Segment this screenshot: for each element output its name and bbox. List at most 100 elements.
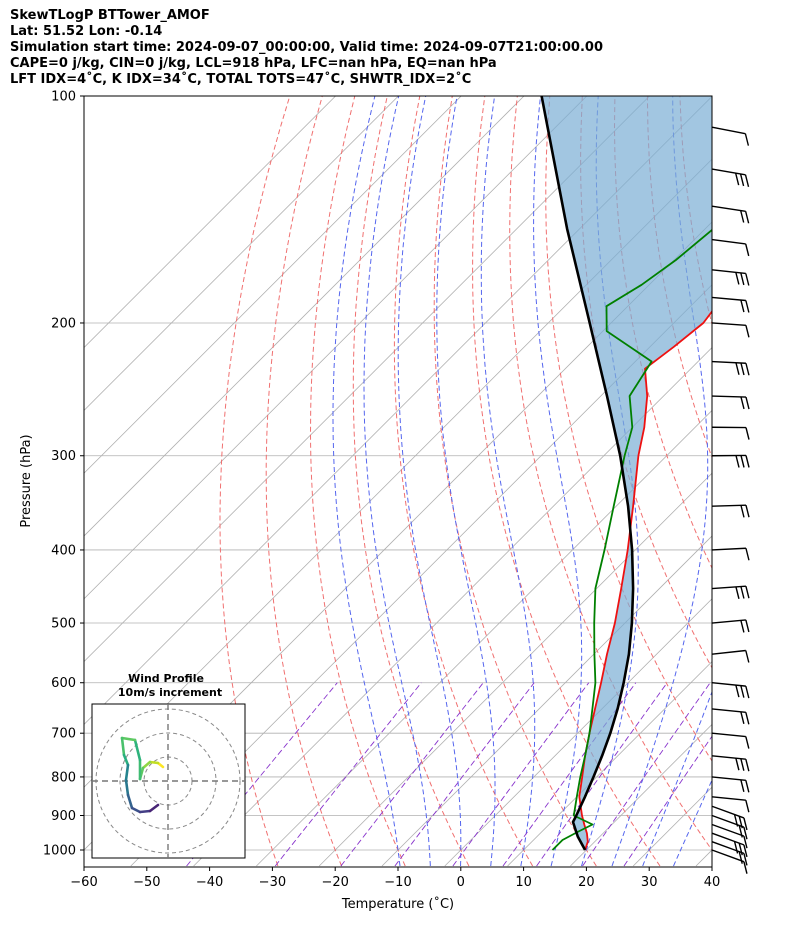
x-axis: −60 −50 −40 −30 −20 −10 0 10 20 30 40 [70, 867, 720, 890]
wind-barb [711, 708, 750, 725]
profile-lines [540, 96, 712, 851]
y-tick-label: 200 [51, 316, 76, 331]
title-line-2: Lat: 51.52 Lon: -0.14 [10, 24, 163, 39]
isotherm-gridline [193, 347, 712, 867]
hodograph-segment [122, 753, 130, 767]
wind-barb [711, 322, 750, 338]
isotherm-gridline [84, 96, 399, 411]
isotherm-gridline [84, 96, 462, 474]
isotherm-gridline [318, 472, 712, 867]
x-tick-label: −60 [70, 875, 97, 890]
hodograph-segment [126, 793, 134, 810]
moist-adiabat [436, 96, 496, 867]
x-tick-label: −30 [259, 875, 286, 890]
title-line-4: CAPE=0 j/kg, CIN=0 j/kg, LCL=918 hPa, LF… [10, 56, 497, 71]
inset-subtitle: 10m/s increment [118, 686, 222, 699]
x-tick-label: 10 [515, 875, 532, 890]
wind-barb [711, 547, 750, 561]
moist-adiabat [642, 690, 712, 867]
moist-adiabat [332, 96, 401, 867]
wind-barb [711, 796, 750, 813]
dry-adiabat [433, 96, 597, 867]
title-line-5: LFT IDX=4˚C, K IDX=34˚C, TOTAL TOTS=47˚C… [10, 72, 472, 87]
hodograph-segment [124, 763, 130, 782]
isotherm-gridline [84, 96, 588, 600]
y-tick-label: 900 [51, 809, 76, 824]
wind-barb [711, 454, 750, 468]
x-tick-label: 20 [578, 875, 595, 890]
mixing-ratio-line [274, 682, 422, 867]
mixing-ratio-line [623, 735, 712, 867]
dry-adiabat [545, 96, 712, 762]
mixing-ratio-line [536, 682, 668, 867]
y-tick-label: 400 [51, 543, 76, 558]
x-tick-label: −50 [133, 875, 160, 890]
shaded-region [541, 96, 712, 850]
wind-barb [711, 849, 748, 874]
wind-barb [711, 238, 750, 257]
wind-barb [711, 732, 750, 749]
hodograph-segment [148, 760, 160, 765]
y-axis: 100 200 300 400 500 600 700 800 900 1000 [43, 90, 84, 859]
dry-adiabat [352, 96, 470, 867]
isotherm-gridline [84, 96, 650, 663]
isotherm-gridline [130, 284, 712, 867]
moist-adiabat [397, 96, 462, 867]
x-tick-label: 30 [641, 875, 658, 890]
chart-title: SkewTLogP BTTower_AMOF Lat: 51.52 Lon: -… [10, 8, 603, 88]
x-axis-label: Temperature (˚C) [341, 896, 454, 912]
moist-adiabat [363, 96, 431, 866]
temperature-line [578, 309, 712, 851]
moist-adiabat [533, 96, 583, 867]
x-tick-label: 40 [704, 875, 721, 890]
isotherm-gridline [84, 96, 336, 349]
wind-barb [711, 814, 748, 840]
y-tick-label: 700 [51, 727, 76, 742]
dry-adiabat [219, 96, 291, 867]
wind-barb [711, 168, 750, 187]
wind-barb [711, 841, 748, 866]
wind-barb [711, 395, 750, 410]
isotherm-gridline [570, 723, 712, 867]
x-tick-label: −10 [384, 875, 411, 890]
mixing-ratio-line [582, 682, 711, 867]
hodograph-segment [148, 803, 160, 813]
dry-adiabat [265, 96, 343, 867]
x-tick-label: −20 [321, 875, 348, 890]
wind-barb [711, 585, 750, 600]
y-tick-label: 600 [51, 676, 76, 691]
moist-adiabat [673, 778, 712, 867]
wind-barb [711, 426, 750, 440]
wind-barb [711, 682, 750, 699]
hodograph-segment [133, 738, 142, 762]
hodograph-segment [120, 736, 137, 742]
x-tick-label: −40 [196, 875, 223, 890]
y-tick-label: 100 [51, 90, 76, 105]
wind-barb [711, 832, 748, 858]
title-line-1: SkewTLogP BTTower_AMOF [10, 8, 210, 23]
dry-adiabat [646, 96, 712, 459]
wind-barb [711, 504, 750, 518]
y-tick-label: 300 [51, 449, 76, 464]
dry-adiabat [711, 96, 712, 98]
hodograph-segment [120, 736, 126, 757]
dry-adiabat [393, 96, 534, 867]
wind-barb [711, 619, 750, 633]
parcel-line [540, 96, 635, 851]
mixing-ratio-line [452, 682, 590, 867]
dry-adiabat [309, 96, 406, 867]
dry-adiabat [777, 96, 794, 866]
mixing-ratio-line [394, 682, 535, 867]
wind-barb [711, 360, 750, 376]
hodograph-segment [130, 806, 142, 814]
x-tick-label: 0 [457, 875, 465, 890]
wind-barb [711, 269, 750, 286]
isotherm-gridline [84, 96, 525, 537]
y-tick-label: 500 [51, 617, 76, 632]
hodograph-segment [138, 809, 152, 814]
wind-barb [711, 776, 750, 793]
y-axis-label: Pressure (hPa) [19, 434, 34, 527]
inset-title: Wind Profile [128, 672, 204, 685]
wind-barb [711, 823, 748, 849]
wind-barb [711, 296, 750, 313]
